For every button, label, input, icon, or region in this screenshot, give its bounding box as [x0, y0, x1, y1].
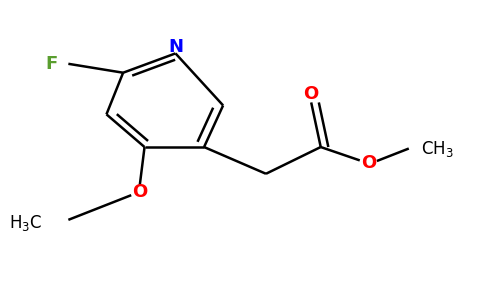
- Text: O: O: [303, 85, 319, 103]
- Text: F: F: [45, 55, 58, 73]
- Text: H$_3$C: H$_3$C: [9, 213, 42, 233]
- Text: CH$_3$: CH$_3$: [421, 139, 454, 158]
- Text: O: O: [132, 183, 148, 201]
- Text: O: O: [361, 154, 376, 172]
- Text: N: N: [168, 38, 183, 56]
